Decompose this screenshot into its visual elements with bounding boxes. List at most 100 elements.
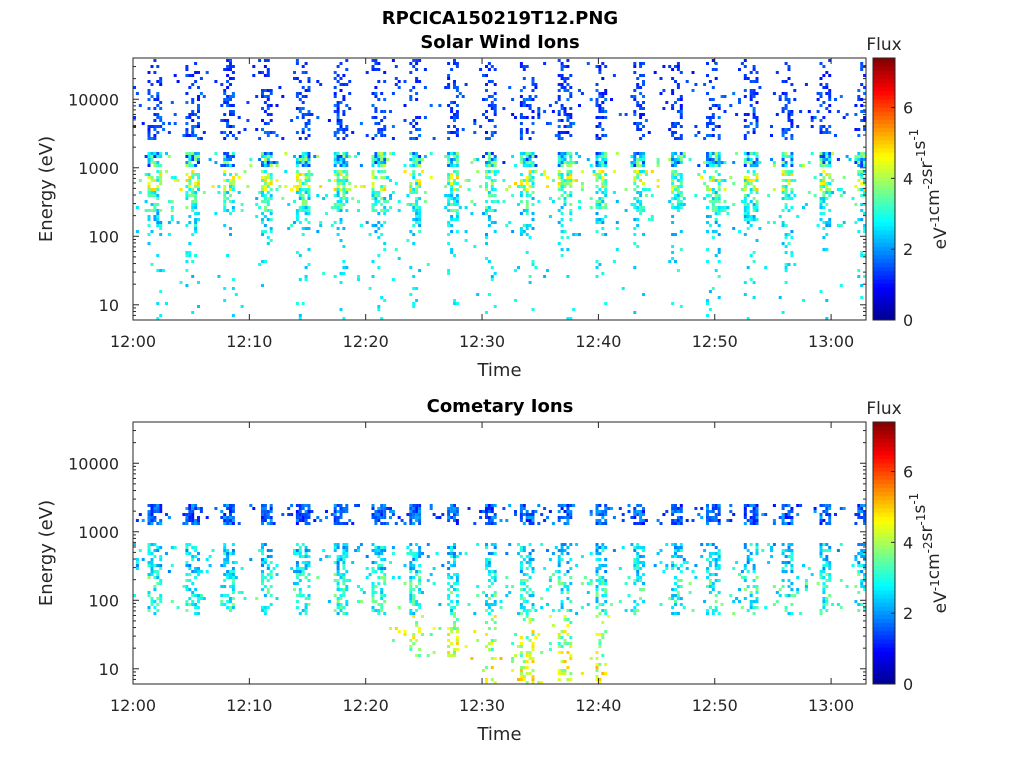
flux-cell xyxy=(159,227,163,230)
colorbar-tick-label: 2 xyxy=(903,240,913,259)
flux-cell xyxy=(453,648,456,651)
flux-cell xyxy=(834,513,837,516)
flux-cell xyxy=(595,116,599,119)
flux-cell xyxy=(231,65,235,68)
flux-cell xyxy=(863,555,867,558)
flux-cell xyxy=(336,110,340,113)
flux-cell xyxy=(455,128,459,131)
flux-cell xyxy=(304,206,308,209)
flux-cell xyxy=(226,573,230,576)
flux-cell xyxy=(674,522,677,525)
flux-cell xyxy=(778,296,782,299)
flux-cell xyxy=(394,522,398,525)
flux-cell xyxy=(790,603,794,606)
flux-cell xyxy=(447,137,451,140)
flux-cell xyxy=(857,161,861,164)
flux-cell xyxy=(490,209,494,212)
flux-cell xyxy=(333,221,337,224)
flux-cell xyxy=(380,317,384,320)
flux-cell xyxy=(836,549,840,552)
flux-cell xyxy=(671,107,675,110)
flux-cell xyxy=(266,74,270,77)
flux-cell xyxy=(412,597,416,600)
flux-cell xyxy=(313,155,317,158)
flux-cell xyxy=(676,173,680,176)
flux-cell xyxy=(153,516,157,519)
flux-cell xyxy=(636,197,640,200)
flux-cell xyxy=(298,206,302,209)
colorbar-tick-label: 4 xyxy=(903,169,913,188)
flux-cell xyxy=(519,116,523,119)
flux-cell xyxy=(301,609,305,612)
flux-cell xyxy=(336,200,340,203)
flux-cell xyxy=(153,71,157,74)
flux-cell xyxy=(598,678,602,681)
flux-cell xyxy=(560,176,564,179)
flux-cell xyxy=(263,188,267,191)
flux-cell xyxy=(787,561,791,564)
flux-cell xyxy=(135,92,139,95)
flux-cell xyxy=(624,582,628,585)
flux-cell xyxy=(525,567,529,570)
flux-cell xyxy=(263,89,267,92)
flux-cell xyxy=(633,242,637,245)
flux-cell xyxy=(301,194,305,197)
flux-cell xyxy=(531,567,535,570)
flux-cell xyxy=(839,507,843,510)
flux-cell xyxy=(639,519,643,522)
flux-cell xyxy=(377,609,381,612)
flux-cell xyxy=(525,164,529,167)
flux-cell xyxy=(714,197,718,200)
flux-cell xyxy=(371,188,375,191)
flux-cell xyxy=(525,666,529,669)
flux-cell xyxy=(708,573,712,576)
flux-cell xyxy=(598,582,602,585)
flux-cell xyxy=(374,107,378,110)
flux-cell xyxy=(612,516,616,519)
flux-cell xyxy=(531,308,535,311)
flux-cell xyxy=(487,597,491,600)
flux-cell xyxy=(185,254,189,257)
flux-cell xyxy=(383,158,387,161)
flux-cell xyxy=(147,510,151,513)
flux-cell xyxy=(197,86,200,89)
flux-cell xyxy=(453,59,456,62)
flux-cell xyxy=(522,188,526,191)
flux-cell xyxy=(790,612,794,615)
flux-cell xyxy=(781,522,785,525)
flux-cell xyxy=(223,92,227,95)
flux-cell xyxy=(266,152,270,155)
flux-cell xyxy=(482,74,485,77)
flux-cell xyxy=(784,504,788,507)
colorbar-segment xyxy=(873,217,895,223)
flux-cell xyxy=(266,203,270,206)
flux-cell xyxy=(383,582,387,585)
flux-cell xyxy=(706,504,709,507)
flux-cell xyxy=(275,597,279,600)
flux-cell xyxy=(563,230,567,233)
flux-cell xyxy=(426,263,430,266)
flux-cell xyxy=(717,179,721,182)
flux-cell xyxy=(447,627,451,630)
flux-cell xyxy=(854,522,858,525)
solar-wind-panel: Solar Wind Ions 12:00 12:10 12:20 12:30 12:4… xyxy=(36,32,951,381)
flux-cell xyxy=(598,645,602,648)
flux-cell xyxy=(595,678,599,681)
flux-cell xyxy=(860,62,864,65)
flux-cell xyxy=(528,107,532,110)
flux-cell xyxy=(450,516,454,519)
flux-cell xyxy=(453,188,456,191)
flux-cell xyxy=(330,513,334,516)
flux-cell xyxy=(540,651,544,654)
flux-cell xyxy=(464,206,468,209)
flux-cell xyxy=(453,302,456,305)
flux-cell xyxy=(604,513,608,516)
flux-cell xyxy=(522,185,526,188)
flux-cell xyxy=(770,555,773,558)
flux-cell xyxy=(374,546,378,549)
flux-cell xyxy=(342,128,346,131)
flux-cell xyxy=(301,86,305,89)
flux-cell xyxy=(511,669,515,672)
flux-cell xyxy=(447,513,451,516)
flux-cell xyxy=(450,194,454,197)
